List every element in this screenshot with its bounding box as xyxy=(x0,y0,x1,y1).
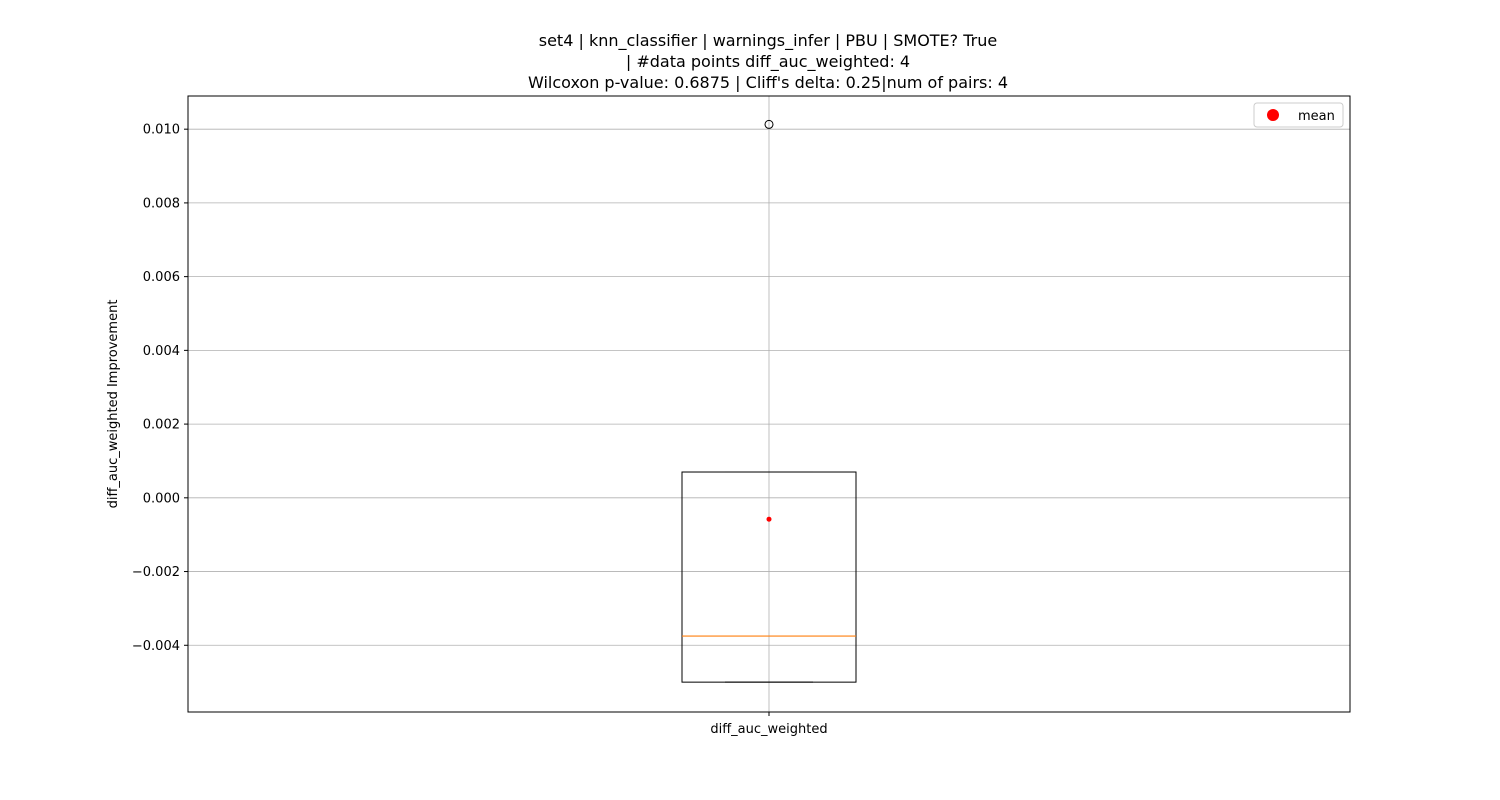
legend-mean-label: mean xyxy=(1298,109,1335,124)
y-tick-label: 0.006 xyxy=(143,270,180,285)
y-tick-label: 0.004 xyxy=(143,344,180,359)
legend-mean-marker xyxy=(1267,109,1279,121)
title-line-1: set4 | knn_classifier | warnings_infer |… xyxy=(539,31,997,51)
chart-title: set4 | knn_classifier | warnings_infer |… xyxy=(528,31,1008,92)
y-tick-label: 0.000 xyxy=(143,491,180,506)
grid-lines xyxy=(188,96,1350,712)
legend-frame xyxy=(1253,102,1344,128)
y-tick-label: −0.002 xyxy=(132,565,180,580)
y-tick-label: 0.010 xyxy=(143,123,180,138)
y-tick-label: 0.008 xyxy=(143,196,180,211)
x-axis-ticks: diff_auc_weighted xyxy=(710,712,828,737)
y-tick-label: 0.002 xyxy=(143,418,180,433)
y-tick-label: −0.004 xyxy=(132,639,180,654)
legend: mean xyxy=(1253,102,1344,128)
plot-marks xyxy=(681,119,857,683)
y-axis-label: diff_auc_weighted Improvement xyxy=(106,300,121,509)
y-axis-ticks: −0.004 −0.002 0.000 0.002 0.004 0.006 0.008 0.0… xyxy=(132,123,188,654)
x-tick-label: diff_auc_weighted xyxy=(710,722,827,737)
title-line-3: Wilcoxon p-value: 0.6875 | Cliff's delta… xyxy=(528,73,1008,92)
mean-marker xyxy=(766,516,772,522)
outlier-point xyxy=(764,119,774,129)
box-iqr xyxy=(681,471,857,683)
title-line-2: | #data points diff_auc_weighted: 4 xyxy=(626,52,910,72)
